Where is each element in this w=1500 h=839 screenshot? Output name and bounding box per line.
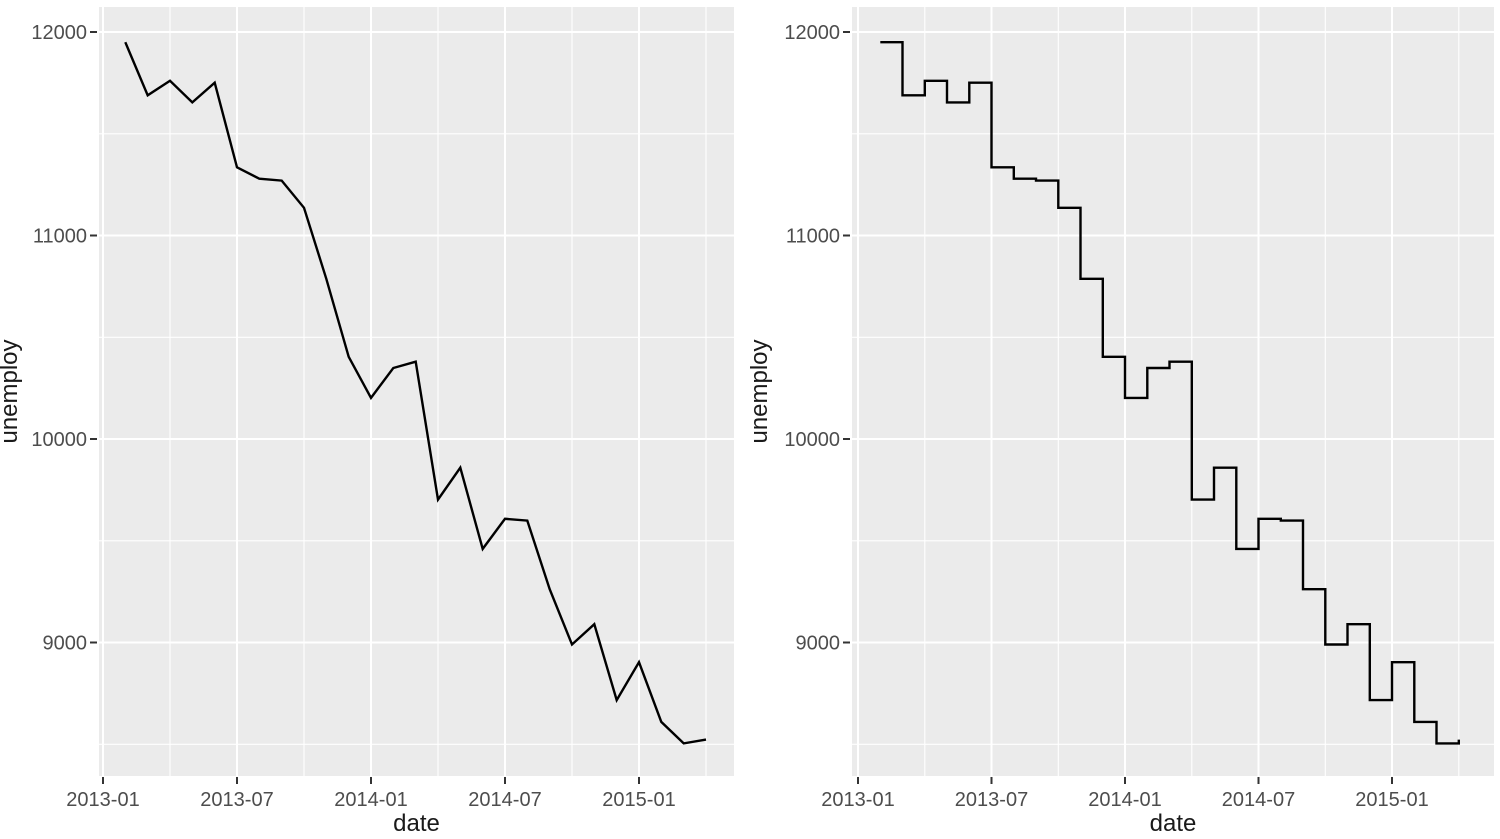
- step-chart-panel: 12000 11000 10000 9000 2013-01 2013-07 2014-01…: [750, 7, 1494, 837]
- y-axis-title: unemploy: [750, 339, 773, 443]
- x-tick-label: 2013-01: [821, 789, 894, 811]
- x-tick-label: 2015-01: [1355, 789, 1428, 811]
- x-tick-label: 2014-07: [468, 789, 541, 811]
- x-tick-label: 2015-01: [602, 789, 675, 811]
- x-axis-title: date: [393, 810, 440, 837]
- x-tick-label: 2013-01: [66, 789, 139, 811]
- y-tick-label: 11000: [33, 226, 87, 248]
- x-tick-label: 2013-07: [955, 789, 1028, 811]
- panel-background: [852, 7, 1494, 776]
- x-axis-title: date: [1150, 810, 1197, 837]
- y-tick-label: 12000: [31, 22, 87, 44]
- y-tick-label: 10000: [784, 429, 840, 451]
- line-data-path: [124, 41, 707, 745]
- y-tick-label: 9000: [796, 633, 841, 655]
- y-tick-label: 11000: [786, 226, 840, 248]
- x-tick-label: 2014-07: [1222, 789, 1295, 811]
- line-chart-panel: 12000 11000 10000 9000 2013-01 2013-07 2014-01…: [0, 7, 734, 837]
- y-tick-label: 9000: [43, 633, 88, 655]
- x-tick-label: 2014-01: [334, 789, 407, 811]
- x-tick-label: 2013-07: [200, 789, 273, 811]
- y-tick-label: 10000: [31, 429, 87, 451]
- step-data-path: [880, 41, 1460, 745]
- y-axis-title: unemploy: [0, 339, 23, 443]
- x-tick-label: 2014-01: [1088, 789, 1161, 811]
- y-tick-label: 12000: [784, 22, 840, 44]
- panel-background: [99, 7, 734, 776]
